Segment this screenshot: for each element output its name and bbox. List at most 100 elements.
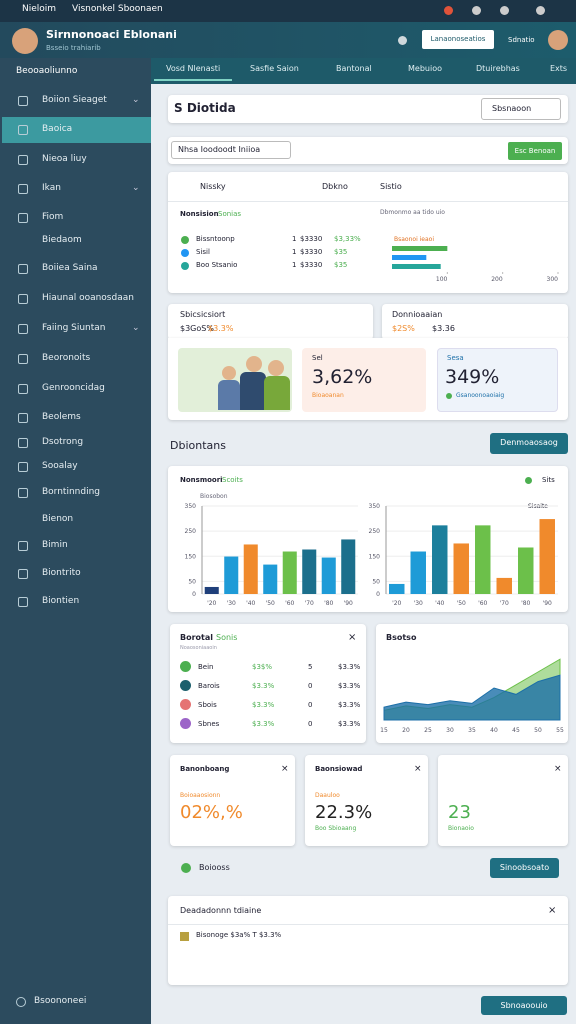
active-item — [2, 117, 151, 143]
icon — [18, 384, 28, 394]
close: × — [281, 764, 289, 774]
dot — [181, 262, 189, 270]
sidebar-item: Biedaom — [42, 235, 82, 245]
label: Bsoononeei — [34, 996, 87, 1006]
chart: 0 50 150 250 350 '20 '30 '40 '50 '60 '70 '80 '90 — [369, 503, 558, 607]
kpi-card — [438, 755, 568, 846]
label: Sdnatio — [508, 36, 535, 44]
close: × — [348, 632, 357, 643]
row-cell: Bissntoonp — [196, 235, 235, 243]
label: Bionaoio — [448, 825, 474, 832]
icon — [18, 597, 28, 607]
sidebar-item: Nieoa liuy — [42, 154, 87, 164]
x-tick-label: 30 — [446, 727, 454, 734]
x-tick-label: '30 — [414, 600, 423, 607]
bar — [224, 556, 239, 594]
row-cell: $3.3% — [252, 720, 275, 728]
row-cell: $3.3% — [338, 720, 361, 728]
column-header: Dbkno — [322, 182, 348, 191]
chevron: ⌄ — [132, 95, 140, 105]
row-cell: $3,33% — [334, 235, 361, 243]
label: Biosobon — [200, 493, 228, 500]
label: Deadadonnn tdiaine — [180, 906, 262, 915]
row-cell: Boo Stsanio — [196, 261, 238, 269]
footer-icon — [16, 997, 26, 1007]
close: × — [554, 764, 562, 774]
label: Nonsision — [180, 210, 219, 218]
x-tick-label: 200 — [491, 276, 503, 282]
sidebar-item: Bimin — [42, 540, 68, 550]
section-button[interactable]: Denmoaosaog — [490, 433, 568, 454]
bar — [204, 586, 219, 594]
label: Sbicsicsiort — [180, 310, 226, 319]
label: Gsanoonoaoiaig — [456, 392, 505, 399]
label: Bisonoge $3a% T $3.3% — [196, 931, 282, 939]
bar — [539, 519, 555, 594]
bottom-button[interactable]: Sbnoaoouio — [481, 996, 567, 1015]
filter-button[interactable]: Esc Benoan — [508, 142, 562, 160]
row-cell: $3.3% — [252, 682, 275, 690]
x-tick-label: '60 — [285, 600, 294, 607]
stat-box — [302, 348, 426, 412]
row-cell: 5 — [308, 663, 313, 671]
icon — [18, 488, 28, 498]
sidebar-item: Fiom — [42, 212, 64, 222]
dot — [181, 863, 191, 873]
x-tick-label: '60 — [478, 600, 487, 607]
sidebar-item: Dsotrong — [42, 437, 84, 447]
status-bar — [0, 0, 576, 22]
label: Sbsnaoon — [492, 104, 532, 113]
header-button[interactable]: Lanaonoseatios — [422, 30, 494, 49]
x-tick-label: 100 — [436, 276, 448, 282]
close: × — [414, 764, 422, 774]
label: $2S% — [392, 324, 415, 333]
label: Sits — [542, 476, 555, 484]
separator — [168, 201, 568, 202]
row-cell: $3.3% — [338, 682, 361, 690]
bar — [243, 544, 258, 594]
kpi-value: 23 — [448, 802, 471, 823]
x-tick-label: 15 — [380, 727, 388, 734]
label: Sonis — [216, 633, 238, 642]
dot — [180, 718, 191, 729]
x-tick-label: '80 — [324, 600, 333, 607]
separator — [168, 924, 568, 925]
kpi-value: 22.3% — [315, 802, 373, 823]
x-tick-label: '40 — [435, 600, 444, 607]
row-cell: Sbnes — [198, 720, 220, 728]
x-tick-label: '50 — [266, 600, 275, 607]
row-cell: 0 — [308, 720, 313, 728]
bar — [432, 525, 448, 594]
label: Nieloim — [22, 4, 57, 14]
y-tick-label: 0 — [376, 591, 380, 598]
label: Dbiontans — [170, 439, 226, 452]
label: Boo Sbioaang — [315, 825, 357, 832]
y-tick-label: 50 — [188, 578, 196, 585]
label: Dbmonmo aa tido uio — [380, 209, 445, 216]
kpi-card — [170, 755, 295, 846]
y-tick-label: 50 — [372, 578, 380, 585]
label: Donnioaaian — [392, 310, 443, 319]
x-tick-label: '70 — [305, 600, 314, 607]
row-cell: $3.3% — [252, 701, 275, 709]
x-tick-label: 40 — [490, 727, 498, 734]
row-cell: $3330 — [300, 235, 323, 243]
x-tick-label: '30 — [227, 600, 236, 607]
dot — [180, 680, 191, 691]
status-button[interactable]: Sinoobsoato — [490, 858, 559, 878]
dot — [444, 6, 453, 15]
sidebar-item: Sooalay — [42, 461, 78, 471]
row-cell: $35 — [334, 248, 348, 256]
chart: Bsaonoi ieaoi 100 200 300 — [392, 236, 559, 282]
kpi-card — [305, 755, 428, 846]
dot — [181, 236, 189, 244]
summary-card — [168, 172, 568, 293]
footer-card — [168, 896, 568, 985]
stat-box — [437, 348, 558, 412]
y-tick-label: 250 — [185, 528, 197, 535]
x-tick-label: 35 — [468, 727, 476, 734]
row-cell: 0 — [308, 701, 313, 709]
list-card — [170, 624, 366, 743]
label: Beooaoliunno — [16, 66, 78, 76]
